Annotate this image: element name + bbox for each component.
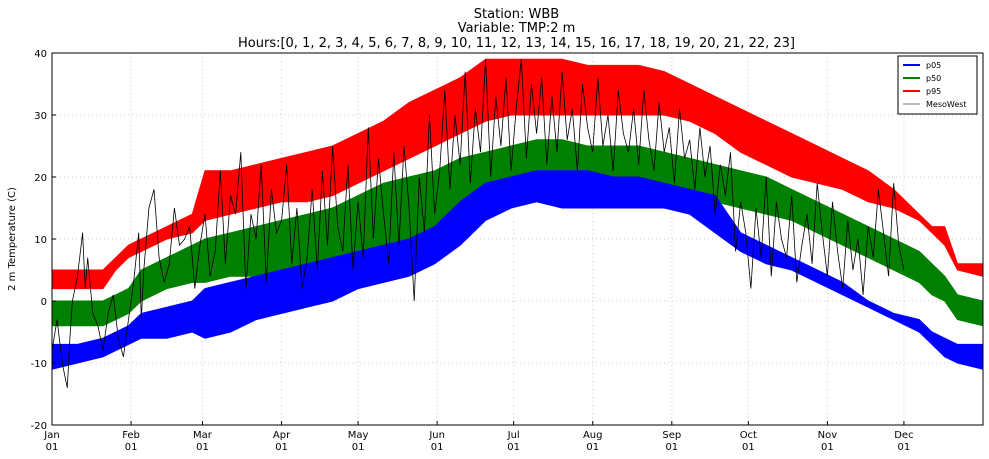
x-tick-label-day: 01 xyxy=(125,442,138,453)
x-tick-label-day: 01 xyxy=(196,442,209,453)
chart-title-line-3: Hours:[0, 1, 2, 3, 4, 5, 6, 7, 8, 9, 10,… xyxy=(238,36,795,51)
x-tick-label-day: 01 xyxy=(352,442,365,453)
x-tick-label-day: 01 xyxy=(431,442,444,453)
y-axis-label: 2 m Temperature (C) xyxy=(7,187,18,291)
x-tick-label-day: 01 xyxy=(586,442,599,453)
legend-label-p05: p05 xyxy=(926,61,941,70)
line-MesoWest xyxy=(51,59,905,388)
x-tick-label-month: Jun xyxy=(428,430,445,441)
series-layer xyxy=(51,58,984,388)
legend-label-p95: p95 xyxy=(926,87,941,96)
x-tick-label-month: Apr xyxy=(273,430,291,441)
y-tick-label: 30 xyxy=(34,111,47,122)
x-tick-label-day: 01 xyxy=(742,442,755,453)
x-tick-label-month: Mar xyxy=(193,430,213,441)
x-tick-label-day: 01 xyxy=(507,442,520,453)
y-tick-label: -20 xyxy=(31,421,47,432)
x-tick-label-day: 01 xyxy=(898,442,911,453)
x-tick-label-month: Aug xyxy=(583,430,603,441)
y-tick-label: 40 xyxy=(34,49,47,60)
x-tick-label-month: Dec xyxy=(894,430,913,441)
x-tick-label-month: Oct xyxy=(740,430,757,441)
x-tick-label-month: Feb xyxy=(122,430,140,441)
legend: p05 p50 p95 MesoWest xyxy=(897,55,978,115)
x-tick-label-month: Nov xyxy=(818,430,838,441)
x-tick-label-day: 01 xyxy=(665,442,678,453)
x-tick-label-day: 01 xyxy=(46,442,59,453)
legend-label-p50: p50 xyxy=(926,74,941,83)
y-tick-label: 0 xyxy=(41,297,47,308)
legend-label-MesoWest: MesoWest xyxy=(926,100,967,109)
x-tick-label-month: Jul xyxy=(507,430,520,441)
y-tick-label: 20 xyxy=(34,173,47,184)
axis-layer: -20-10010203040Jan01Feb01Mar01Apr01May01… xyxy=(31,49,914,453)
y-tick-label: -10 xyxy=(31,359,47,370)
x-tick-label-month: Jan xyxy=(43,430,59,441)
chart-title-line-1: Station: WBB xyxy=(473,7,560,22)
x-tick-label-month: May xyxy=(348,430,369,441)
chart-title-line-2: Variable: TMP:2 m xyxy=(457,21,576,36)
y-tick-label: 10 xyxy=(34,235,47,246)
x-tick-label-day: 01 xyxy=(821,442,834,453)
x-tick-label-month: Sep xyxy=(662,430,681,441)
x-tick-label-day: 01 xyxy=(275,442,288,453)
